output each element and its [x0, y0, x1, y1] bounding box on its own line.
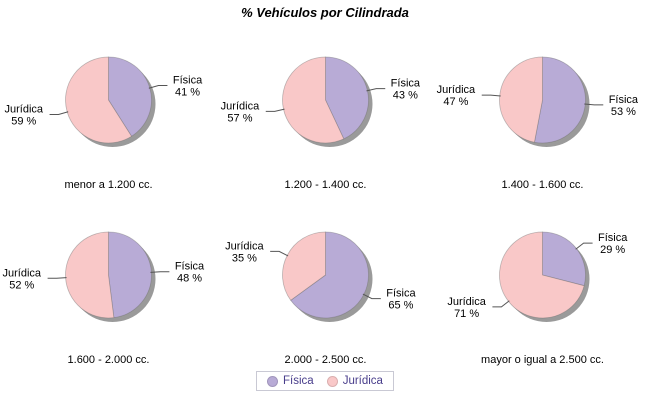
pie-caption-5: mayor o igual a 2.500 cc. — [481, 354, 604, 366]
pie-cell-2: Física 53 % Jurídica 47 % 1.400 - 1.600 cc. — [434, 40, 650, 215]
pie-cell-1: Física 43 % Jurídica 57 % 1.200 - 1.400 cc. — [217, 40, 434, 215]
pie-cell-5: Física 29 % Jurídica 71 % mayor o igual a 2… — [434, 215, 650, 390]
legend-marker-fisica-icon — [267, 375, 279, 387]
legend-item-juridica: Jurídica — [326, 375, 383, 387]
pie-chart-5: Física 29 % Jurídica 71 % — [447, 231, 628, 322]
pie-grid: Física 41 % Jurídica 59 % menor a 1.200 cc.… — [0, 40, 650, 390]
legend-label-fisica: Física — [283, 375, 314, 387]
legend: Física Jurídica — [256, 371, 394, 391]
pie-cell-3: Física 48 % Jurídica 52 % 1.600 - 2.000 cc. — [0, 215, 217, 390]
page-title: % Vehículos por Cilindrada — [241, 5, 409, 20]
legend-label-juridica: Jurídica — [342, 375, 383, 387]
pie-chart-4: Física 65 % Jurídica 35 % — [225, 231, 416, 322]
pie-chart-1: Física 43 % Jurídica 57 % — [221, 56, 421, 147]
pie-caption-1: 1.200 - 1.400 cc. — [284, 179, 367, 191]
pie-caption-0: menor a 1.200 cc. — [64, 179, 153, 191]
legend-item-fisica: Física — [267, 375, 314, 387]
pie-caption-4: 2.000 - 2.500 cc. — [284, 354, 367, 366]
pie-chart-0: Física 41 % Jurídica 59 % — [4, 56, 203, 147]
legend-wrap: Física Jurídica — [0, 371, 650, 391]
pie-cell-0: Física 41 % Jurídica 59 % menor a 1.200 cc. — [0, 40, 217, 215]
pie-chart-3: Física 48 % Jurídica 52 % — [3, 231, 205, 322]
pie-caption-2: 1.400 - 1.600 cc. — [501, 179, 584, 191]
pie-caption-3: 1.600 - 2.000 cc. — [67, 354, 150, 366]
pie-chart-2: Física 53 % Jurídica 47 % — [437, 56, 639, 147]
pie-cell-4: Física 65 % Jurídica 35 % 2.000 - 2.500 cc. — [217, 215, 434, 390]
legend-marker-juridica-icon — [326, 375, 338, 387]
